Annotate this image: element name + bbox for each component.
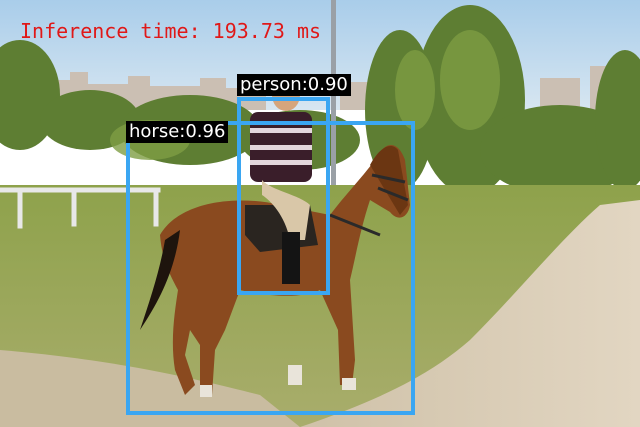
fence bbox=[0, 187, 161, 229]
person-bounding-box bbox=[237, 97, 330, 295]
dirt-path bbox=[300, 200, 640, 427]
bridle bbox=[329, 173, 409, 237]
inference-time-label: Inference time: 193.73 ms bbox=[20, 19, 322, 43]
person-detection-label: person:0.90 bbox=[237, 74, 351, 96]
horse-bounding-box bbox=[126, 121, 415, 415]
horse-detection-label: horse:0.96 bbox=[126, 121, 229, 143]
dirt-ground bbox=[0, 350, 300, 427]
